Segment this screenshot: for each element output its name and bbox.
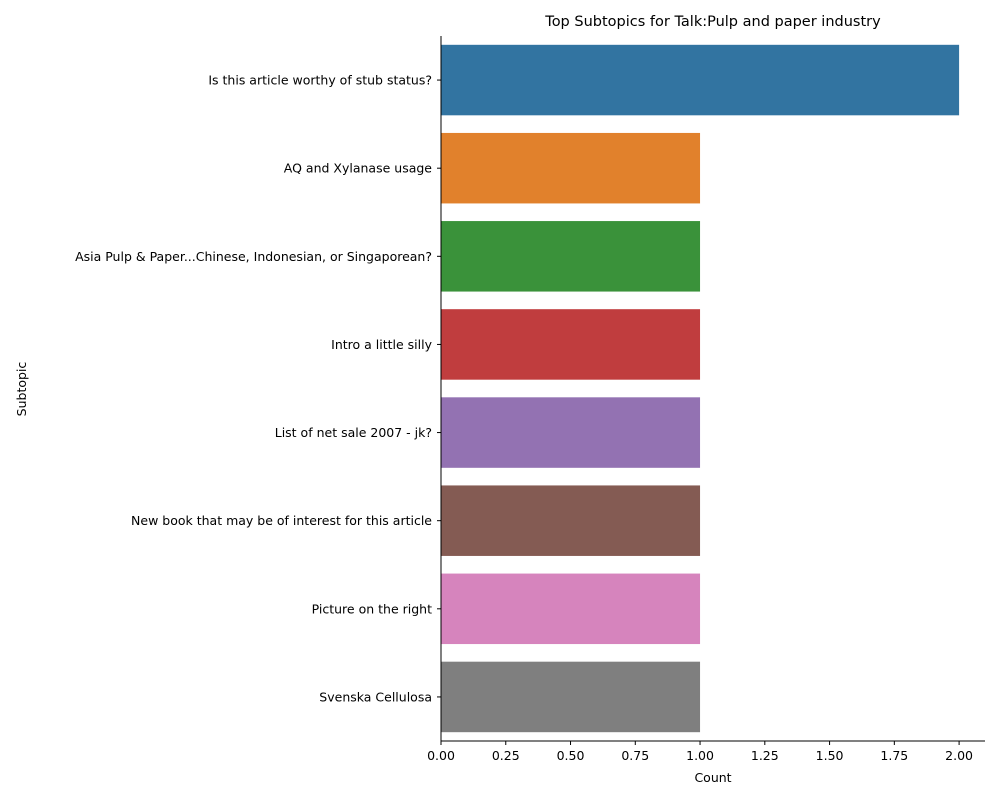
y-axis-label: Subtopic — [14, 362, 29, 417]
bar — [441, 221, 701, 292]
y-tick-label: Asia Pulp & Paper...Chinese, Indonesian,… — [75, 249, 432, 264]
y-tick-label: Picture on the right — [312, 601, 432, 616]
x-tick-label: 1.50 — [816, 748, 844, 763]
bar — [441, 485, 701, 556]
bar — [441, 132, 701, 204]
bar — [441, 44, 960, 116]
y-tick-label: New book that may be of interest for thi… — [131, 513, 432, 528]
x-tick-label: 1.00 — [686, 748, 714, 763]
x-tick-label: 1.25 — [751, 748, 779, 763]
y-tick-label: AQ and Xylanase usage — [284, 161, 433, 176]
x-tick-label: 0.25 — [492, 748, 520, 763]
y-tick-label: Intro a little silly — [331, 337, 432, 352]
x-axis-label: Count — [694, 770, 731, 785]
bar — [441, 397, 701, 468]
x-tick-label: 0.50 — [557, 748, 585, 763]
x-tick-label: 0.00 — [427, 748, 455, 763]
bar — [441, 309, 701, 380]
y-tick-label: Svenska Cellulosa — [319, 689, 432, 704]
x-tick-label: 2.00 — [945, 748, 973, 763]
x-tick-label: 0.75 — [621, 748, 649, 763]
bar — [441, 661, 701, 733]
y-tick-label: Is this article worthy of stub status? — [208, 73, 432, 88]
x-tick-label: 1.75 — [880, 748, 908, 763]
bar — [441, 573, 701, 645]
chart-title: Top Subtopics for Talk:Pulp and paper in… — [544, 14, 881, 30]
y-tick-label: List of net sale 2007 - jk? — [275, 425, 432, 440]
